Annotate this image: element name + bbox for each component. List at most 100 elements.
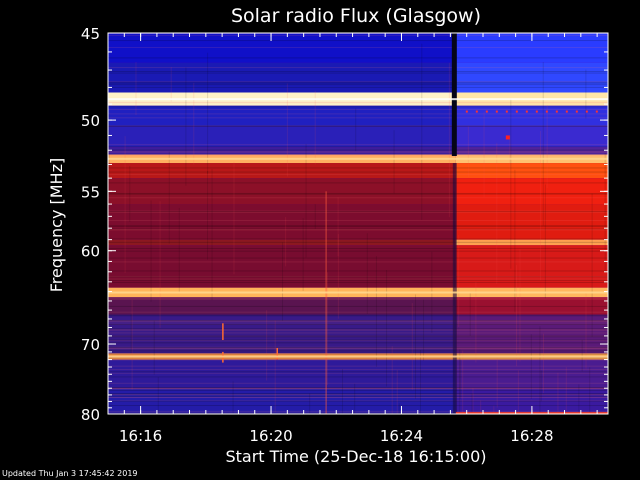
noise-streak [459,349,461,414]
band-post-7 [455,163,608,179]
band-post-16 [455,359,608,389]
band-post-9 [455,204,608,240]
striation [108,320,608,322]
y-tick-label: 55 [81,183,100,201]
striation [108,396,608,398]
y-tick-label: 70 [81,336,100,354]
noise-streak [515,265,517,367]
noise-streak [539,130,541,281]
striation [108,387,608,389]
striation [108,410,608,412]
noise-streak [423,299,425,361]
band-pre-17 [108,388,456,414]
marker-dot [515,110,518,113]
striation [108,86,608,88]
striation [108,340,608,342]
noise-streak [421,43,423,220]
noise-streak [510,98,512,269]
striation [108,393,608,395]
noise-streak [178,207,180,293]
striation [108,328,608,330]
noise-streak [309,393,311,414]
striation [108,72,608,74]
noise-streak [282,242,284,321]
marker-dot [585,110,588,113]
striation [108,257,608,259]
burst-spike-2 [276,347,278,360]
striation [108,70,608,72]
noise-streak [459,359,461,399]
striation [108,395,608,397]
striation [108,351,608,353]
band-pre-16 [108,359,456,389]
striation [108,197,608,199]
noise-streak [314,90,316,165]
striation [108,357,608,359]
striation [108,82,608,84]
striation [108,278,608,280]
bright-band-0 [108,98,608,101]
striation [108,393,608,395]
chart-title: Solar radio Flux (Glasgow) [231,5,481,27]
striation [108,173,608,175]
noise-streak [393,130,395,194]
striation [108,396,608,398]
band-post-8 [455,178,608,205]
noise-streak [337,197,339,257]
striation [108,336,608,338]
marker-dot [565,110,568,113]
striation [108,171,608,173]
striation [108,393,608,395]
noise-streak [211,169,213,301]
noise-streak [327,272,329,386]
striation [108,365,608,367]
band-pre-14 [108,314,456,354]
striation [108,117,608,119]
striation [108,388,608,390]
band-post-5 [455,147,608,155]
noise-streak [517,370,519,414]
noise-streak [519,249,521,362]
noise-streak [337,234,339,319]
noise-streak [591,193,593,337]
striation [108,305,608,307]
band-pre-8 [108,178,456,205]
noise-streak [514,169,516,313]
noise-streak [585,293,587,369]
striation [108,342,608,344]
striation [108,412,608,414]
striation [108,357,608,359]
marker-dot [495,110,498,113]
noise-streak [314,204,316,229]
burst-spike-0 [222,323,224,340]
band-pre-0 [108,33,456,63]
striation [108,323,608,325]
striation [108,210,608,212]
striation [108,151,608,153]
spectrogram-plot [108,33,608,415]
striation [108,329,608,331]
marker-dot [535,110,538,113]
striation [108,167,608,169]
noise-streak [472,387,474,414]
striation [108,192,608,194]
striation [108,40,608,42]
striation [108,275,608,277]
noise-streak [274,320,276,413]
band-post-13 [455,297,608,315]
striation [108,387,608,389]
x-tick-label: 16:24 [380,427,423,445]
striation [108,247,608,249]
striation [108,297,608,299]
noise-streak [509,135,511,176]
striation [108,335,608,337]
striation [108,57,608,59]
striation [108,146,608,148]
x-tick-label: 16:28 [510,427,553,445]
band-post-11 [455,245,608,288]
striation [108,371,608,373]
marker-dot [475,110,478,113]
x-tick-label: 16:20 [249,427,292,445]
striation [108,193,608,195]
striation [108,81,608,83]
